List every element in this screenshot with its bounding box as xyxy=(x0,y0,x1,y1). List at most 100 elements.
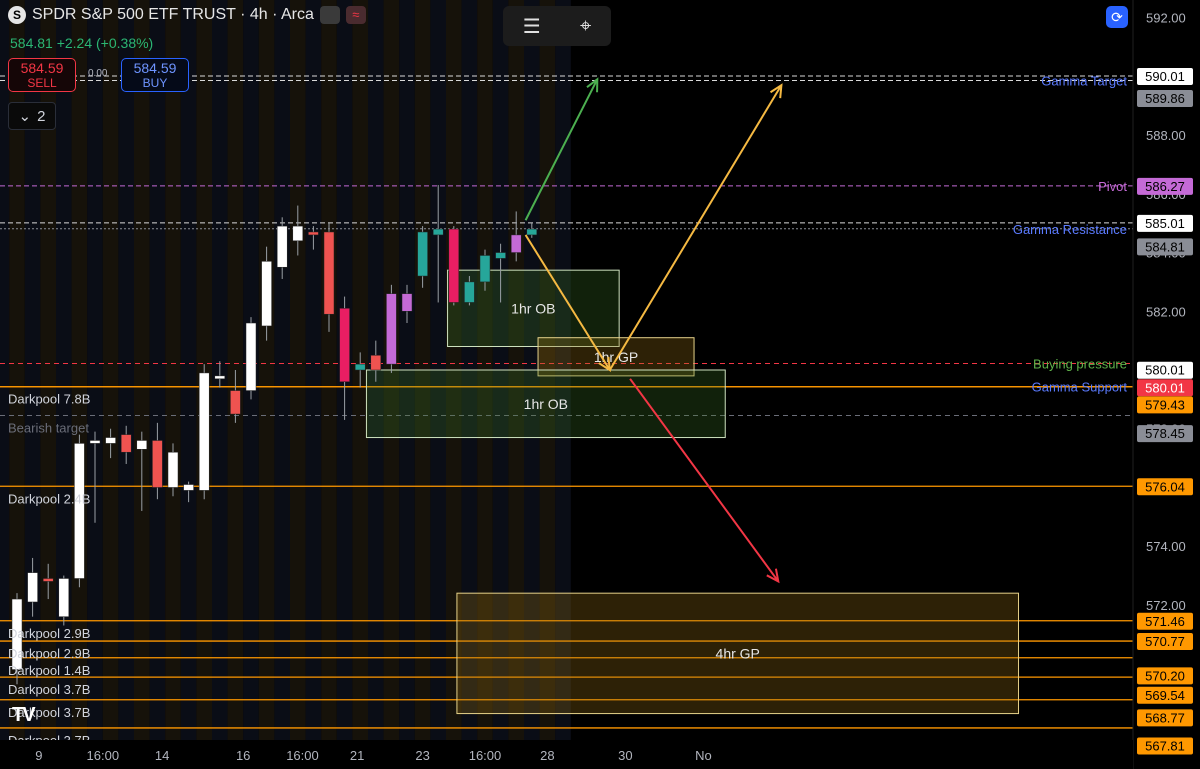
price-badge-text: 589.86 xyxy=(1145,91,1185,106)
buy-button[interactable]: 584.59 BUY xyxy=(121,58,189,92)
tradingview-logo-icon: TV xyxy=(12,704,36,726)
projection-arrow xyxy=(524,234,611,371)
symbol-header[interactable]: S SPDR S&P 500 ETF TRUST · 4h · Arca ≈ xyxy=(8,6,366,24)
candle-body xyxy=(167,451,179,488)
candle-body xyxy=(323,231,335,315)
price-badge-text: 571.46 xyxy=(1145,614,1185,629)
candle-body xyxy=(479,255,491,283)
session-band xyxy=(258,0,275,740)
location-pin-icon[interactable]: ⌖ xyxy=(580,14,592,37)
sell-label: SELL xyxy=(27,76,57,90)
price-badge-text: 568.77 xyxy=(1145,710,1185,725)
session-band xyxy=(290,0,306,740)
candle-body xyxy=(339,308,350,382)
level-label: Darkpool 2.9B xyxy=(8,626,90,641)
price-badge xyxy=(1137,709,1193,727)
lines-icon[interactable]: ☰ xyxy=(522,15,541,38)
price-badge-text: 570.20 xyxy=(1145,668,1185,683)
price-badge-text: 567.81 xyxy=(1145,739,1185,754)
candle-body xyxy=(261,261,272,327)
session-band xyxy=(0,0,10,740)
level-label: Bearish target xyxy=(8,421,89,436)
chevron-down-icon: ⌄ xyxy=(18,108,32,125)
arrow-head xyxy=(769,83,783,99)
candle-body xyxy=(245,322,257,391)
x-tick-label: 16:00 xyxy=(469,748,502,763)
buy-price: 584.59 xyxy=(133,60,177,76)
price-badge xyxy=(1137,478,1193,496)
arrow-head xyxy=(766,568,780,584)
x-tick-label: 21 xyxy=(350,748,364,763)
level-label: Darkpool 2.4B xyxy=(8,491,90,506)
sell-button[interactable]: 584.59 SELL xyxy=(8,58,76,92)
level-label: Gamma Resistance xyxy=(1013,222,1127,237)
price-badge-text: 580.01 xyxy=(1145,380,1185,395)
session-band xyxy=(321,0,337,740)
sync-icon[interactable]: ⟳ xyxy=(1106,6,1128,28)
y-tick-label: 588.00 xyxy=(1146,128,1186,143)
price-badge xyxy=(1137,612,1193,630)
y-tick-label: 572.00 xyxy=(1146,598,1186,613)
price-badge-text: 580.01 xyxy=(1145,363,1185,378)
eye-icon[interactable] xyxy=(319,6,340,24)
y-tick-label: 574.00 xyxy=(1146,539,1186,554)
symbol-logo-icon: S xyxy=(8,6,26,24)
price-badge-text: 586.27 xyxy=(1145,179,1185,194)
price-badge xyxy=(1137,737,1193,755)
price-badge-text: 585.01 xyxy=(1145,216,1185,231)
zone-box xyxy=(456,592,1020,715)
indicators-toggle[interactable]: ⌄ 2 xyxy=(8,102,56,130)
price-badge xyxy=(1137,686,1193,704)
y-tick-label: 582.00 xyxy=(1146,304,1186,319)
zone-box xyxy=(447,269,620,348)
session-band xyxy=(118,0,134,740)
x-tick-label: 9 xyxy=(35,748,42,763)
price-badge-text: 584.81 xyxy=(1145,239,1185,254)
x-tick-label: 14 xyxy=(155,748,169,763)
candle-body xyxy=(432,228,444,236)
indicator-count: 2 xyxy=(37,107,46,125)
candle-body xyxy=(308,231,319,236)
price-badge xyxy=(1137,361,1193,379)
candle-body xyxy=(230,390,241,415)
candle-body xyxy=(58,578,70,617)
level-label: Buying pressure xyxy=(1033,357,1127,372)
candle-body xyxy=(526,228,538,236)
candle-body xyxy=(214,375,226,380)
candle-body xyxy=(448,228,460,303)
candle-body xyxy=(152,440,163,488)
level-label: Darkpool 2.9B xyxy=(8,646,90,661)
x-tick-label: 16:00 xyxy=(87,748,120,763)
session-band xyxy=(24,0,41,740)
price-badge xyxy=(1137,425,1193,443)
candle-body xyxy=(354,363,366,371)
price-badge xyxy=(1137,68,1193,86)
sell-price: 584.59 xyxy=(20,60,64,76)
candle-body xyxy=(276,225,288,268)
candle-body xyxy=(417,231,428,277)
zone-label: 1hr OB xyxy=(524,396,568,412)
symbol-title: SPDR S&P 500 ETF TRUST · 4h · Arca xyxy=(32,6,314,23)
candle-body xyxy=(370,355,382,371)
candle-body xyxy=(198,372,210,491)
level-label: Darkpool 3.7B xyxy=(8,682,90,697)
price-badge xyxy=(1137,238,1193,256)
session-band xyxy=(180,0,197,740)
price-badge xyxy=(1137,633,1193,651)
price-badge xyxy=(1137,90,1193,108)
candle-body xyxy=(510,234,522,253)
price-badge xyxy=(1137,214,1193,232)
candle-body xyxy=(183,484,194,491)
drawing-toolbar: ☰ ⌖ xyxy=(503,6,611,46)
candle-body xyxy=(42,578,54,582)
price-badge-text: 569.54 xyxy=(1145,688,1185,703)
price-change: 584.81 +2.24 (+0.38%) xyxy=(10,35,154,51)
zone-label: 4hr GP xyxy=(716,645,760,661)
candle-body xyxy=(120,434,132,453)
session-band xyxy=(149,0,166,740)
wave-icon[interactable]: ≈ xyxy=(345,6,366,24)
level-label: Gamma Target xyxy=(1041,73,1127,88)
x-tick-label: 16:00 xyxy=(286,748,319,763)
x-tick-label: 23 xyxy=(415,748,429,763)
